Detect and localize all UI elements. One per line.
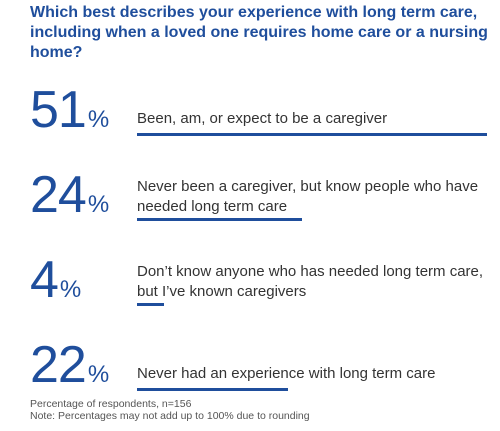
value-number: 22 [30, 336, 87, 394]
value-number: 24 [30, 166, 87, 224]
value-label: 51% [30, 80, 109, 140]
percent-sign: % [87, 106, 110, 133]
percent-sign: % [87, 361, 110, 388]
value-number: 4 [30, 251, 59, 309]
category-label: Been, am, or expect to be a caregiver [137, 110, 388, 127]
value-label: 22% [30, 335, 109, 395]
chart-title: Which best describes your experience wit… [30, 4, 488, 61]
bar [137, 133, 487, 136]
percent-sign: % [87, 191, 110, 218]
percent-sign: % [59, 276, 82, 303]
footnote-sample: Percentage of respondents, n=156 [30, 398, 192, 410]
category-label: Don’t know anyone who has needed long te… [137, 263, 484, 300]
category-label: Never had an experience with long term c… [137, 365, 436, 382]
category-label: Never been a caregiver, but know people … [137, 178, 479, 215]
bar [137, 388, 288, 391]
bar [137, 218, 302, 221]
footnote-rounding: Note: Percentages may not add up to 100%… [30, 410, 310, 422]
value-number: 51 [30, 81, 87, 139]
value-label: 24% [30, 165, 109, 225]
value-label: 4% [30, 250, 81, 310]
bar [137, 303, 165, 306]
